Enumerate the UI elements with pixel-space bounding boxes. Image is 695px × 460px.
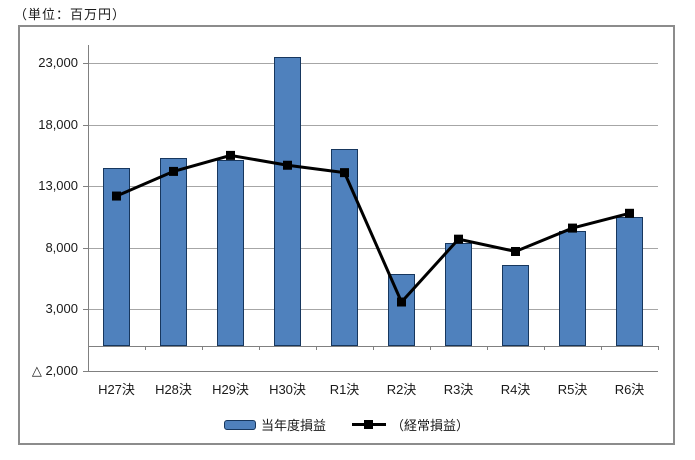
x-tick-mark (601, 346, 602, 351)
bar-H29決 (217, 160, 244, 347)
x-tick-label-H27決: H27決 (98, 382, 135, 397)
y-tick-label: 23,000 (38, 54, 78, 70)
x-tick-label-R1決: R1決 (329, 382, 360, 397)
x-tick-mark (259, 346, 260, 351)
bar-H30決 (274, 56, 301, 347)
x-tick-label-R5決: R5決 (557, 382, 588, 397)
line-marker-H29決 (226, 150, 235, 160)
y-tick-mark (83, 371, 88, 372)
y-tick-label: 18,000 (38, 116, 78, 132)
bar-R5決 (559, 230, 586, 347)
unit-label: （単位：百万円） (14, 7, 127, 22)
legend-item-bar-series: 当年度損益 (223, 415, 326, 434)
x-tick-label-R6決: R6決 (614, 382, 645, 397)
gridline (88, 124, 658, 126)
line-marker-R3決 (454, 234, 463, 244)
line-marker-R4決 (511, 246, 520, 256)
line-marker-R2決 (397, 297, 406, 307)
y-tick-mark (83, 247, 88, 249)
x-tick-mark (316, 346, 317, 351)
x-tick-mark (88, 346, 89, 351)
legend: 当年度損益 （経常損益） (20, 415, 673, 434)
x-tick-label-R2決: R2決 (386, 382, 417, 397)
plot-area (83, 45, 659, 372)
bar-series-swatch-icon (223, 419, 256, 430)
gridline (88, 186, 658, 188)
y-tick-mark (83, 62, 88, 64)
gridline (88, 62, 658, 64)
legend-bar-label: 当年度損益 (260, 418, 326, 433)
line-marker-R6決 (625, 208, 634, 218)
legend-item-line-series: （経常損益） (352, 415, 469, 434)
y-tick-label: △ 2,000 (31, 363, 78, 378)
bar-H28決 (160, 157, 187, 347)
y-tick-mark (83, 309, 88, 311)
x-tick-label-R3決: R3決 (443, 382, 474, 397)
y-tick-label: 13,000 (38, 178, 78, 194)
line-series-path (115, 153, 630, 305)
bar-R6決 (616, 216, 643, 347)
y-tick-mark (83, 186, 88, 188)
chart-frame: 23,000 18,000 13,000 8,000 3,000 △ 2,000 H27決… (18, 25, 675, 445)
x-tick-mark (658, 346, 659, 351)
y-tick-label: 8,000 (45, 239, 78, 255)
x-tick-mark (430, 346, 431, 351)
line-marker-H28決 (169, 166, 178, 176)
x-tick-mark (202, 346, 203, 351)
x-tick-label-H29決: H29決 (212, 382, 249, 397)
x-tick-label-H30決: H30決 (269, 382, 306, 397)
line-marker-H27決 (112, 191, 121, 201)
line-series-swatch-icon (352, 419, 386, 430)
x-tick-mark (145, 346, 146, 351)
line-marker-R5決 (568, 223, 577, 233)
y-tick-label: 3,000 (45, 301, 78, 317)
gridline (88, 247, 658, 249)
gridline (88, 309, 658, 311)
bar-R2決 (388, 273, 415, 347)
line-series-layer (112, 150, 634, 307)
bar-R4決 (502, 265, 529, 347)
x-tick-mark (544, 346, 545, 351)
x-tick-mark (487, 346, 488, 351)
bar-R1決 (331, 149, 358, 347)
legend-line-label: （経常損益） (391, 418, 470, 433)
x-tick-label-R4決: R4決 (500, 382, 531, 397)
line-marker-R1決 (340, 168, 349, 178)
x-tick-label-H28決: H28決 (155, 382, 192, 397)
y-tick-mark (83, 124, 88, 126)
x-tick-mark (373, 346, 374, 351)
y-axis-line (88, 45, 89, 371)
line-marker-H30決 (283, 160, 292, 170)
plot-bottom-border (88, 371, 658, 372)
